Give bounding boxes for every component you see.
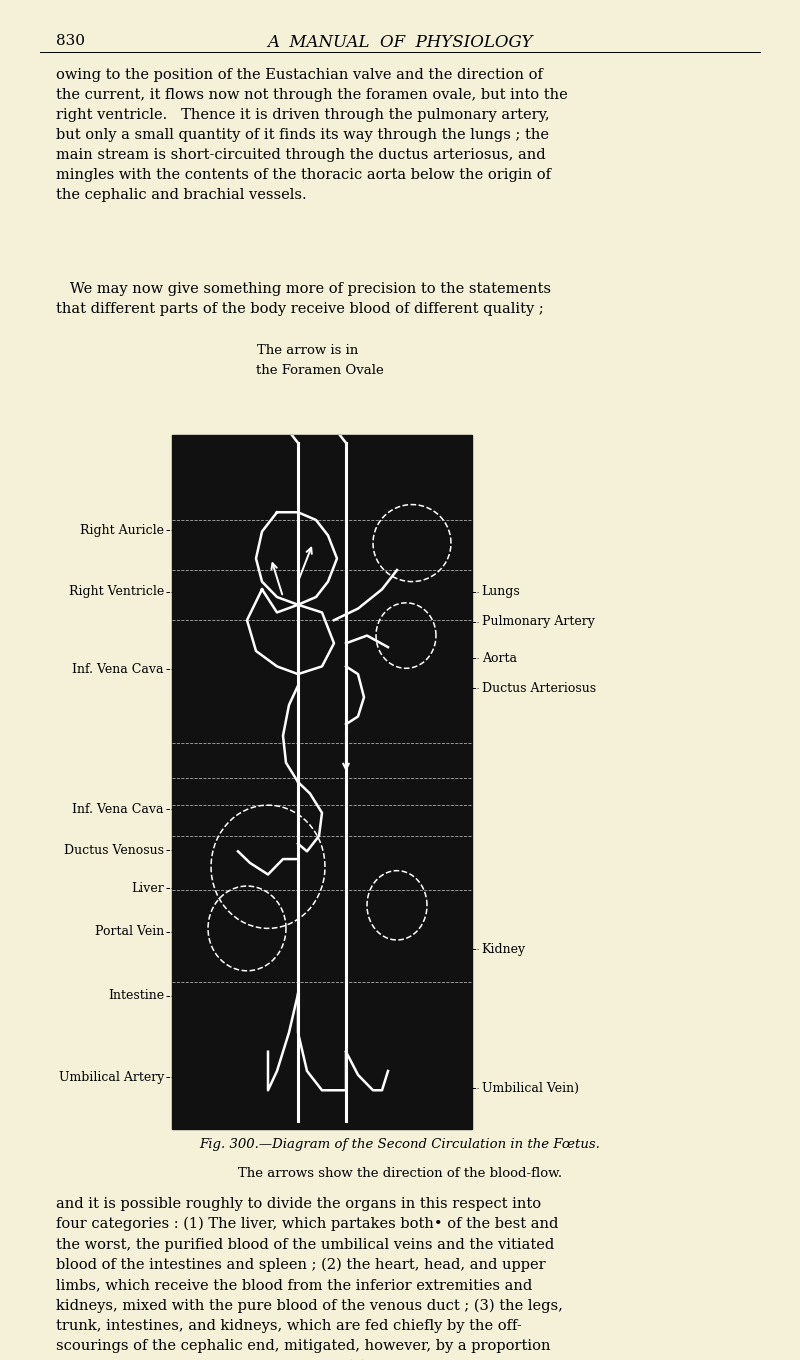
- Text: 830: 830: [56, 34, 85, 48]
- Text: Ductus Arteriosus: Ductus Arteriosus: [482, 681, 596, 695]
- Text: Portal Vein: Portal Vein: [94, 925, 164, 938]
- Text: Liver: Liver: [131, 881, 164, 895]
- Text: Umbilical Vein): Umbilical Vein): [482, 1081, 578, 1095]
- Text: Lungs: Lungs: [482, 585, 520, 598]
- Text: Inf. Vena Cava: Inf. Vena Cava: [73, 802, 164, 816]
- Text: Pulmonary Artery: Pulmonary Artery: [482, 615, 594, 628]
- Text: the Foramen Ovale: the Foramen Ovale: [256, 364, 384, 378]
- Text: We may now give something more of precision to the statements
that different par: We may now give something more of precis…: [56, 282, 551, 316]
- Text: and it is possible roughly to divide the organs in this respect into
four catego: and it is possible roughly to divide the…: [56, 1197, 563, 1360]
- Text: Kidney: Kidney: [482, 942, 526, 956]
- Text: Inf. Vena Cava: Inf. Vena Cava: [73, 662, 164, 676]
- Text: A  MANUAL  OF  PHYSIOLOGY: A MANUAL OF PHYSIOLOGY: [267, 34, 533, 50]
- Text: Umbilical Artery: Umbilical Artery: [58, 1070, 164, 1084]
- Text: owing to the position of the Eustachian valve and the direction of
the current, : owing to the position of the Eustachian …: [56, 68, 568, 203]
- Text: The arrows show the direction of the blood-flow.: The arrows show the direction of the blo…: [238, 1167, 562, 1180]
- Text: Aorta: Aorta: [482, 651, 517, 665]
- Bar: [172, 435, 472, 1129]
- Text: Intestine: Intestine: [108, 989, 164, 1002]
- Text: Fig. 300.—Diagram of the Second Circulation in the Fœtus.: Fig. 300.—Diagram of the Second Circulat…: [199, 1138, 601, 1152]
- Text: Right Auricle: Right Auricle: [80, 524, 164, 537]
- Text: Ductus Venosus: Ductus Venosus: [64, 843, 164, 857]
- Text: The arrow is in: The arrow is in: [258, 344, 358, 358]
- Text: Right Ventricle: Right Ventricle: [69, 585, 164, 598]
